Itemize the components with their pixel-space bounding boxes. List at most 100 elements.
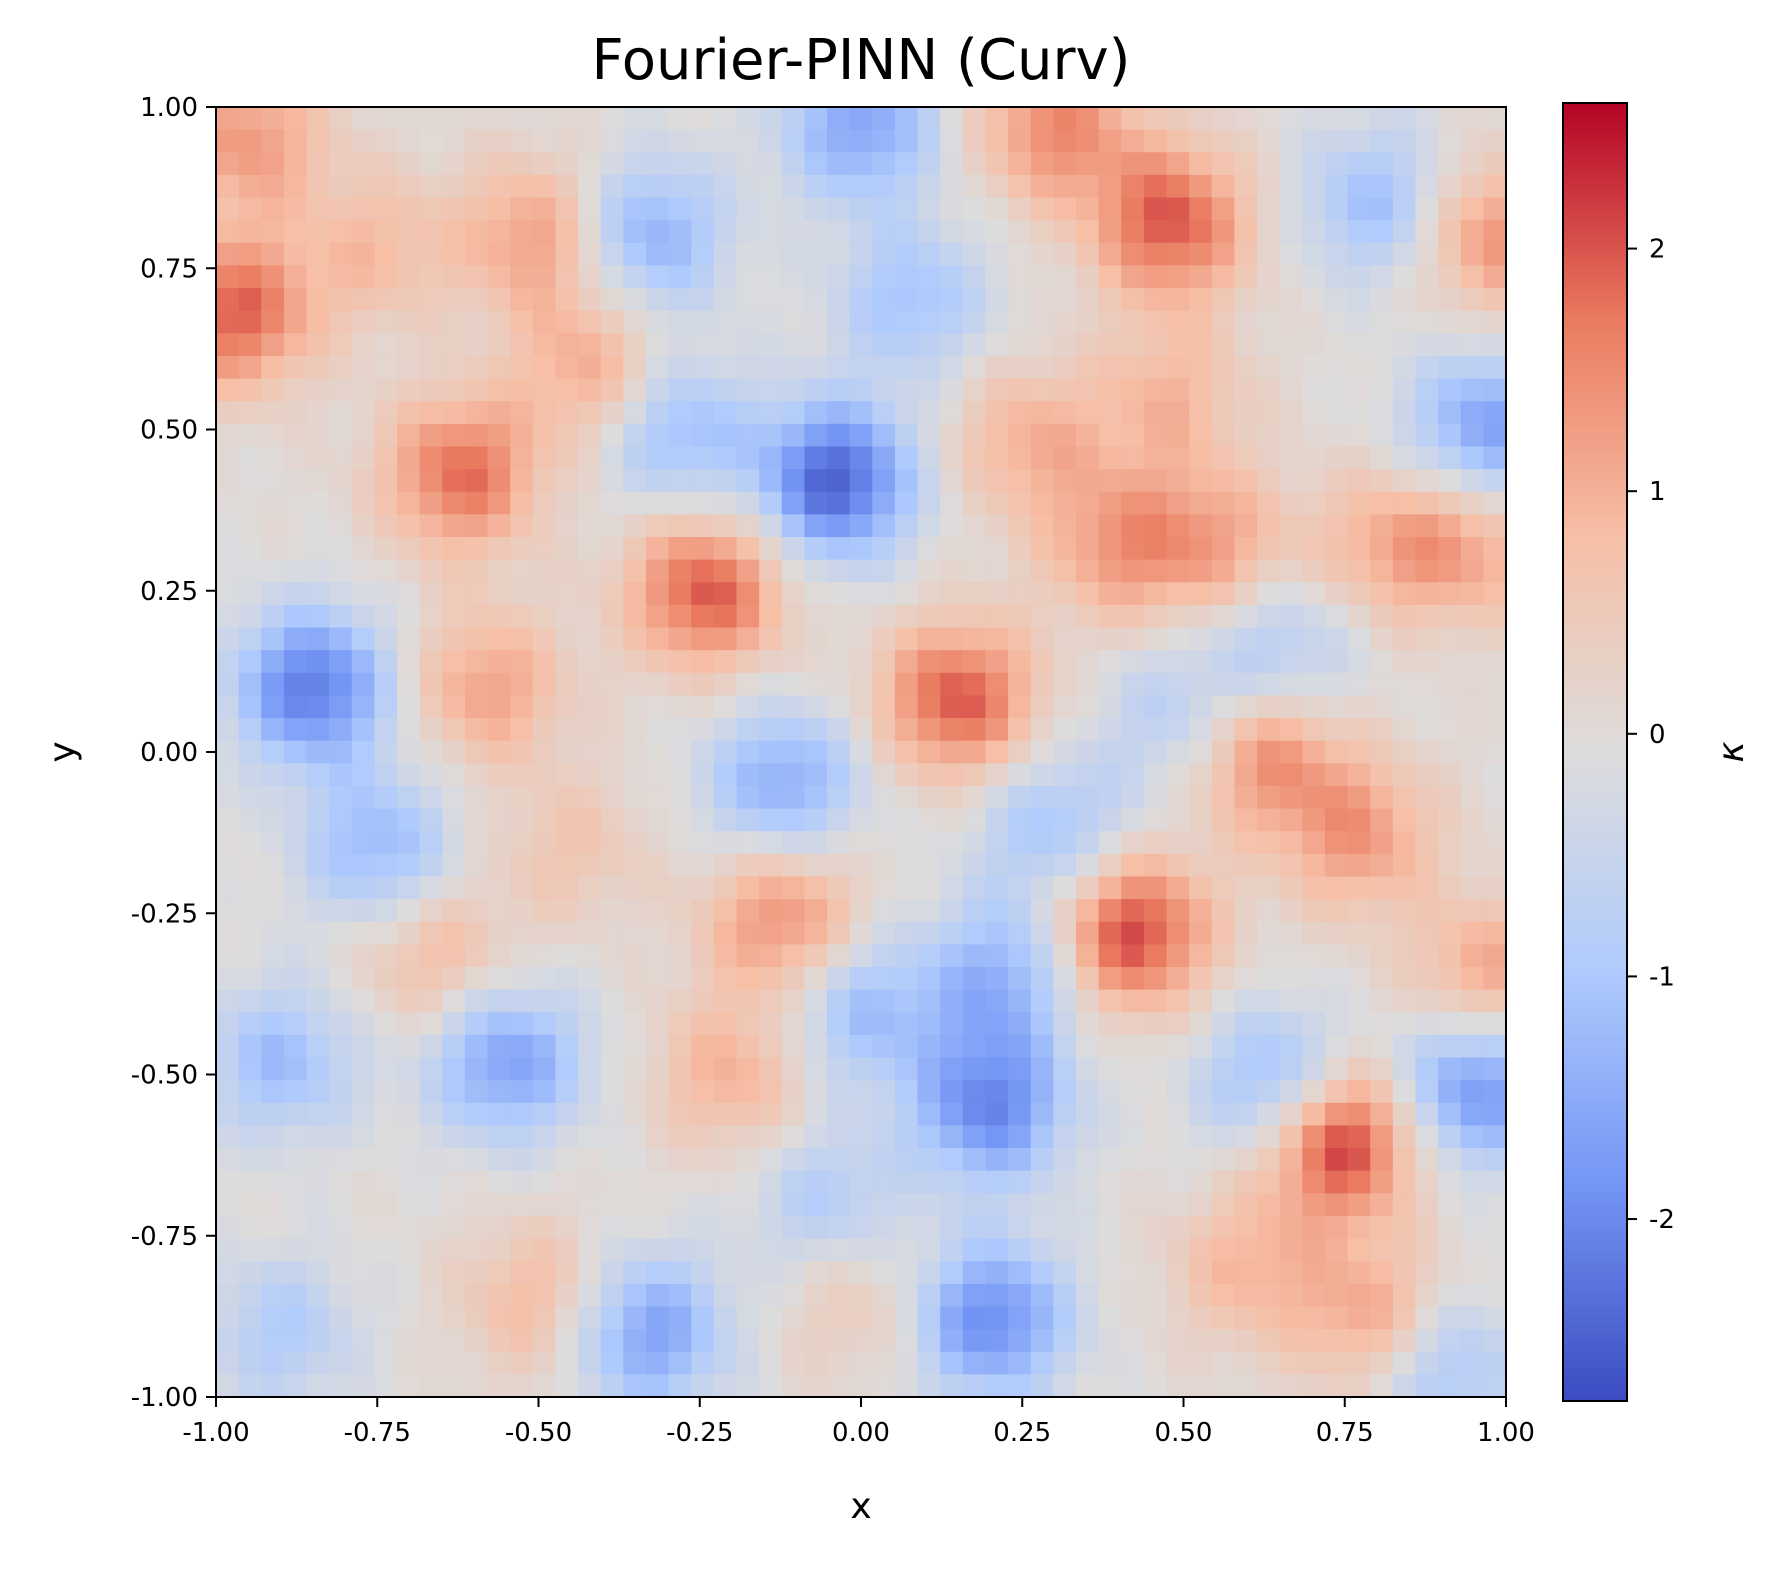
heatmap-cell [238,944,262,968]
heatmap-cell [1347,265,1371,289]
heatmap-cell [1347,627,1371,651]
heatmap-cell [351,1012,376,1036]
heatmap-cell [1370,785,1394,810]
heatmap-cell [238,831,262,855]
heatmap-cell [1053,265,1077,289]
heatmap-cell [397,763,421,787]
heatmap-cell [532,288,557,312]
heatmap-cell [329,1193,353,1217]
heatmap-cell [1030,944,1054,968]
heatmap-cell [329,310,353,334]
heatmap-cell [1008,808,1032,832]
heatmap-cell [1302,1329,1326,1353]
heatmap-cell [962,1193,987,1217]
heatmap-cell [894,695,919,719]
heatmap-cell [713,1148,738,1172]
heatmap-cell [1053,1125,1077,1149]
heatmap-cell [1347,355,1371,380]
heatmap-cell [872,1012,896,1036]
heatmap-cell [691,1148,715,1172]
heatmap-cell [804,944,828,968]
heatmap-cell [736,1057,760,1081]
heatmap-cell [216,378,240,402]
heatmap-cell [1211,763,1236,787]
heatmap-cell [1008,1351,1032,1375]
heatmap-cell [623,310,647,334]
heatmap-cell [578,808,602,832]
heatmap-cell [329,197,353,221]
heatmap-cell [872,808,896,832]
heatmap-cell [827,446,851,470]
heatmap-cell [1257,582,1281,606]
heatmap-cell [1370,129,1394,153]
heatmap-cell [578,514,602,538]
heatmap-cell [736,1034,760,1059]
heatmap-cell [442,1125,466,1149]
heatmap-cell [555,1034,579,1059]
heatmap-cell [1438,152,1462,176]
heatmap-cell [1392,1374,1417,1398]
heatmap-cell [1121,310,1145,334]
heatmap-cell [1392,220,1417,244]
heatmap-cell [962,559,987,583]
heatmap-cell [510,152,534,176]
heatmap-cell [872,672,896,697]
heatmap-cell [646,944,670,968]
heatmap-cell [1279,288,1303,312]
heatmap-cell [1392,650,1417,674]
heatmap-cell [1392,1215,1417,1240]
heatmap-cell [238,378,262,402]
heatmap-cell [1324,129,1349,153]
heatmap-cell [1234,1283,1258,1308]
heatmap-cell [962,1148,987,1172]
heatmap-cell [1211,220,1236,244]
heatmap-cell [940,967,964,991]
heatmap-cell [1189,876,1213,900]
heatmap-cell [804,921,828,945]
heatmap-cell [849,582,873,606]
heatmap-cell [804,1102,828,1127]
heatmap-cell [1053,921,1077,945]
heatmap-cell [1030,582,1054,606]
heatmap-cell [1166,129,1190,153]
heatmap-cell [329,1351,353,1375]
heatmap-cell [1166,559,1190,583]
heatmap-cell [1415,107,1439,131]
heatmap-cell [1211,401,1236,425]
heatmap-cell [623,1238,647,1262]
heatmap-cell [600,469,624,493]
heatmap-cell [442,650,466,674]
heatmap-cell [329,627,353,651]
heatmap-cell [306,763,330,787]
heatmap-cell [646,808,670,832]
heatmap-cell [238,1034,262,1059]
heatmap-cell [1347,1283,1371,1308]
heatmap-cell [849,174,873,199]
heatmap-cell [1008,514,1032,538]
heatmap-cell [1098,220,1122,244]
heatmap-cell [623,1283,647,1308]
heatmap-cell [623,1374,647,1398]
heatmap-cell [872,152,896,176]
heatmap-cell [1302,152,1326,176]
heatmap-cell [1098,1012,1122,1036]
heatmap-cell [894,265,919,289]
heatmap-cell [1143,333,1168,357]
heatmap-cell [917,853,941,878]
heatmap-cell [600,1148,624,1172]
heatmap-cell [894,1283,919,1308]
heatmap-cell [487,921,511,945]
heatmap-cell [351,582,376,606]
heatmap-cell [464,899,489,923]
heatmap-cell [306,944,330,968]
heatmap-cell [1008,1170,1032,1194]
heatmap-cell [781,1374,806,1398]
heatmap-cell [578,107,602,131]
heatmap-cell [578,288,602,312]
heatmap-cell [1053,1238,1077,1262]
heatmap-cell [1030,1215,1054,1240]
heatmap-cell [894,401,919,425]
heatmap-cell [804,1374,828,1398]
heatmap-cell [1098,401,1122,425]
heatmap-cell [940,220,964,244]
